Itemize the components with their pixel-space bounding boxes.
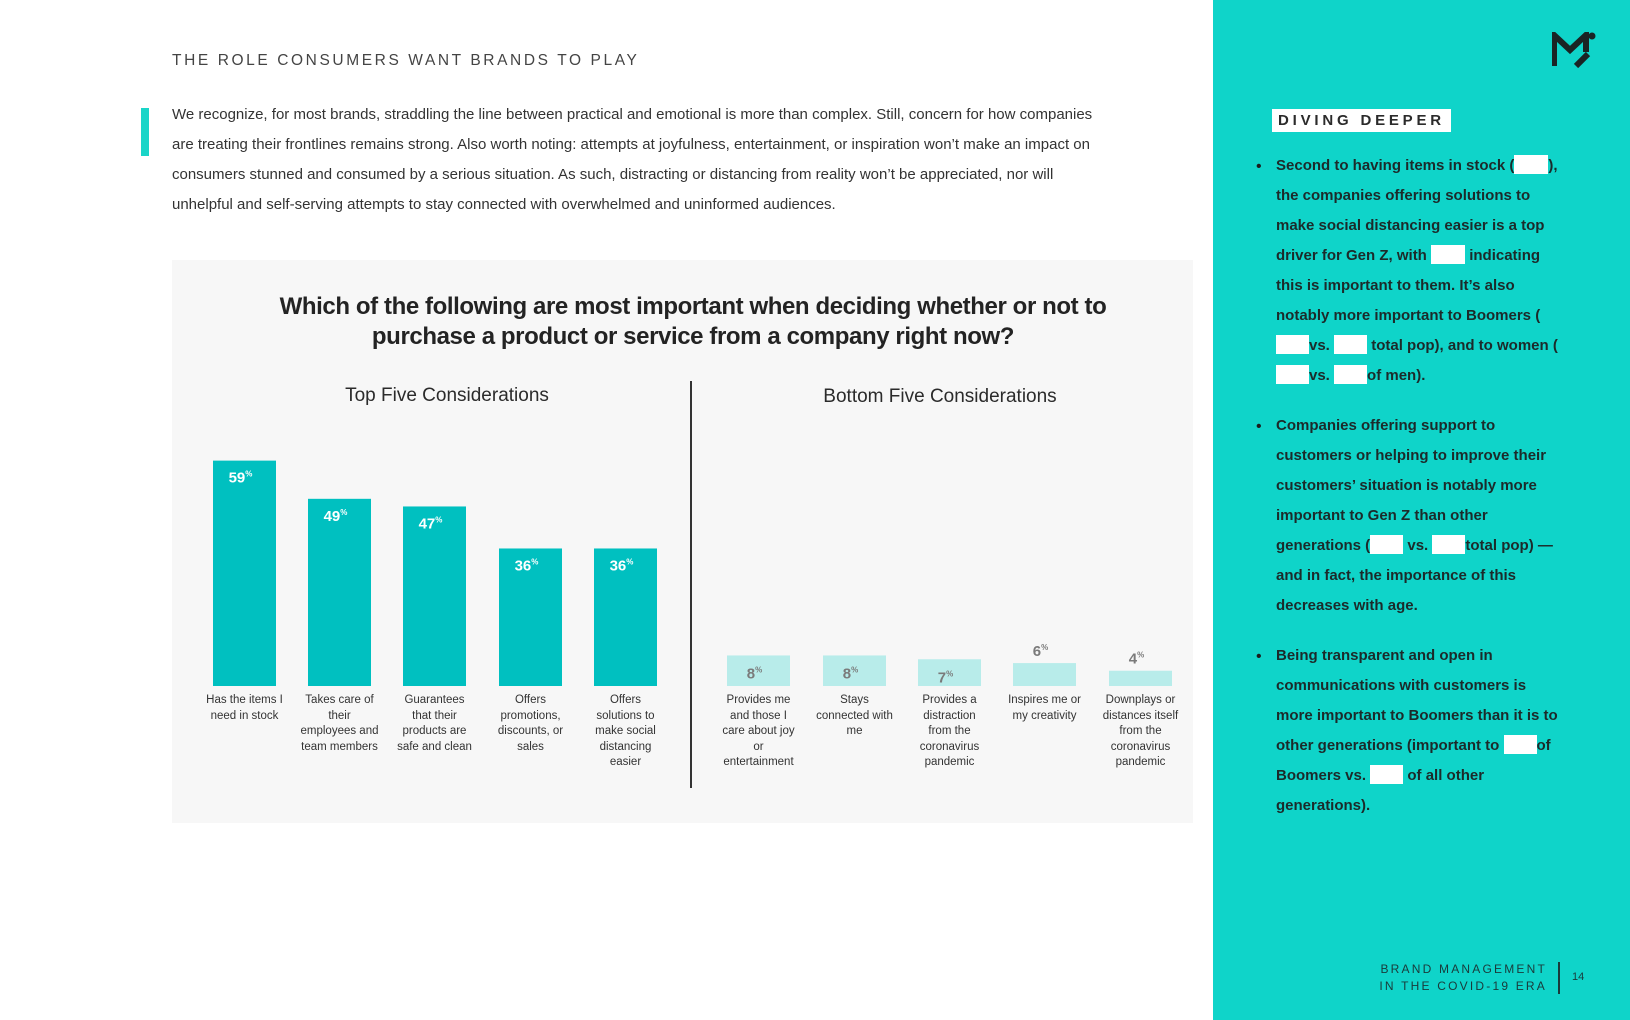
data-label-bottom-5: 4% (1129, 651, 1144, 668)
category-label: Takes care of their employees and team m… (300, 694, 379, 753)
category-label: Provides a distraction from the coronavi… (919, 694, 980, 768)
percent-sign: % (755, 665, 762, 674)
panel-divider (690, 381, 692, 788)
redacted-value (1503, 735, 1537, 754)
category-label: Has the items I need in stock (206, 694, 283, 722)
redacted-value (1276, 365, 1309, 384)
footer-line-2: IN THE COVID-19 ERA (1379, 978, 1547, 993)
bullet-text: total pop) — and in fact, the importance… (1276, 537, 1553, 614)
category-label: Provides me and those I care about joy o… (722, 694, 795, 768)
bullet-text: Companies offering support to customers … (1276, 417, 1547, 554)
sidebar-bullet-3: Being transparent and open in communicat… (1276, 641, 1566, 821)
percent-sign: % (245, 470, 252, 479)
bar-bottom-3 (918, 659, 981, 686)
category-label: Stays connected with me (816, 694, 893, 737)
footer-divider (1558, 962, 1560, 994)
bullet-marker (1256, 158, 1265, 176)
category-label: Inspires me or my creativity (1008, 694, 1081, 722)
bar-bottom-2 (823, 655, 886, 686)
bar-bottom-4 (1013, 663, 1076, 686)
section-title: THE ROLE CONSUMERS WANT BRANDS TO PLAY (172, 52, 640, 69)
percent-sign: % (946, 669, 953, 678)
bar-top-3 (403, 506, 466, 686)
data-label-bottom-4: 6% (1033, 643, 1048, 660)
bullet-text: total pop), and to women ( (1367, 337, 1558, 354)
bullet-marker (1256, 648, 1265, 666)
bullet-text: Being transparent and open in communicat… (1276, 647, 1558, 754)
intro-accent-bar (141, 108, 149, 156)
diving-deeper-sidebar (1213, 0, 1630, 1020)
bar-chart: 59%49%47%36% 36%8% 8% 7%6%4% (213, 460, 1172, 686)
sidebar-bullet-2: Companies offering support to customers … (1276, 411, 1566, 621)
footer-report-title: BRAND MANAGEMENT IN THE COVID-19 ERA (1340, 961, 1547, 994)
redacted-value (1370, 535, 1404, 554)
sidebar-heading: DIVING DEEPER (1272, 109, 1451, 132)
redacted-value (1431, 245, 1466, 264)
bar-top-1 (213, 460, 276, 686)
category-label: Guarantees that their products are safe … (397, 694, 472, 753)
bullet-text: vs. (1403, 537, 1433, 554)
sidebar-bullet-1: Second to having items in stock (), the … (1276, 151, 1566, 391)
bullet-text: vs. (1309, 337, 1335, 354)
bottom-panel-title: Bottom Five Considerations (823, 386, 1057, 407)
bar-bottom-5 (1109, 670, 1172, 686)
percent-sign: % (435, 515, 442, 524)
percent-sign: % (626, 557, 633, 566)
redacted-value (1334, 335, 1368, 354)
redacted-value (1432, 535, 1466, 554)
footer-line-1: BRAND MANAGEMENT (1380, 962, 1547, 976)
bullet-text: vs. (1309, 367, 1335, 384)
bullet-marker (1256, 418, 1265, 436)
percent-sign: % (851, 665, 858, 674)
bar-bottom-1 (727, 655, 790, 686)
redacted-value (1276, 335, 1309, 354)
bullet-text: of all other generations). (1276, 767, 1485, 814)
bar-top-4 (499, 548, 562, 686)
page-number: 14 (1572, 971, 1585, 983)
bar-top-5 (594, 548, 657, 686)
bullet-text: indicating this is important to them. It… (1276, 247, 1541, 324)
category-label: Downplays or distances itself from the c… (1102, 694, 1179, 768)
m-logo-icon (1552, 32, 1596, 68)
redacted-value (1334, 365, 1368, 384)
intro-paragraph: We recognize, for most brands, straddlin… (172, 106, 1093, 213)
percent-sign: % (340, 508, 347, 517)
category-label: Offers promotions, discounts, or sales (497, 694, 564, 753)
chart-title: Which of the following are most importan… (279, 293, 1107, 350)
bullet-text: Second to having items in stock ( (1276, 157, 1515, 174)
bullet-text: of Boomers vs. (1276, 737, 1551, 784)
percent-sign: % (1041, 643, 1048, 652)
percent-sign: % (1137, 651, 1144, 660)
redacted-value (1370, 765, 1404, 784)
top-panel-title: Top Five Considerations (345, 385, 549, 406)
bullet-text: ), the companies offering solutions to m… (1276, 157, 1558, 264)
bar-top-2 (308, 498, 371, 686)
redacted-value (1514, 155, 1549, 174)
category-label: Offers solutions to make social distanci… (595, 694, 656, 768)
bullet-text: of men). (1367, 367, 1426, 384)
percent-sign: % (531, 557, 538, 566)
